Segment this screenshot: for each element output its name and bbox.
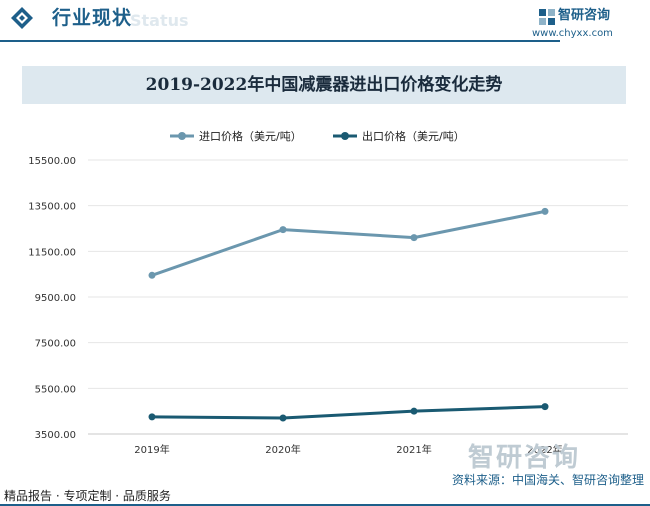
brand-url: www.chyxx.com [532, 28, 613, 39]
data-point [410, 234, 418, 242]
x-tick-label: 2019年 [134, 443, 169, 456]
data-point [148, 413, 156, 421]
header-divider [0, 40, 560, 42]
source-note: 资料来源：中国海关、智研咨询整理 [451, 473, 644, 487]
chart-title: 2019-2022年中国减震器进出口价格变化走势 [145, 75, 503, 95]
y-tick-label: 3500.00 [35, 430, 76, 441]
data-point [541, 403, 549, 411]
legend-marker [178, 132, 186, 140]
legend-label: 进口价格（美元/吨） [199, 129, 302, 143]
brand-logo: 智研咨询 www.chyxx.com [532, 6, 642, 42]
footer-watermark: 智研咨询 [468, 443, 581, 473]
data-point [541, 207, 549, 215]
x-tick-label: 2020年 [265, 443, 300, 456]
brand-mark-icon [539, 9, 555, 25]
legend-marker [341, 132, 349, 140]
series-line-2 [151, 405, 546, 420]
top-bar: Status 行业现状 智研咨询 www.chyxx.com [0, 0, 650, 44]
y-tick-label: 7500.00 [35, 339, 76, 350]
legend-label: 出口价格（美元/吨） [362, 129, 465, 143]
y-tick-label: 13500.00 [28, 202, 76, 213]
chart-title-box: 2019-2022年中国减震器进出口价格变化走势 [22, 66, 626, 104]
data-point [410, 407, 418, 415]
x-tick-label: 2022年 [527, 443, 562, 456]
x-tick-label: 2021年 [396, 443, 431, 456]
brand-name: 智研咨询 [558, 8, 611, 23]
diamond-icon [11, 7, 33, 29]
data-point [279, 414, 287, 422]
data-point [148, 271, 156, 279]
footer-slogan: 精品报告 · 专项定制 · 品质服务 [4, 489, 171, 503]
footer-divider [0, 504, 650, 506]
section-title: 行业现状 [52, 7, 133, 29]
header-watermark: Status [130, 11, 189, 30]
y-tick-label: 9500.00 [35, 293, 76, 304]
y-tick-label: 5500.00 [35, 384, 76, 395]
series-line-1 [151, 209, 546, 277]
y-tick-label: 15500.00 [28, 156, 76, 167]
data-point [279, 226, 287, 234]
y-tick-label: 11500.00 [28, 247, 76, 258]
